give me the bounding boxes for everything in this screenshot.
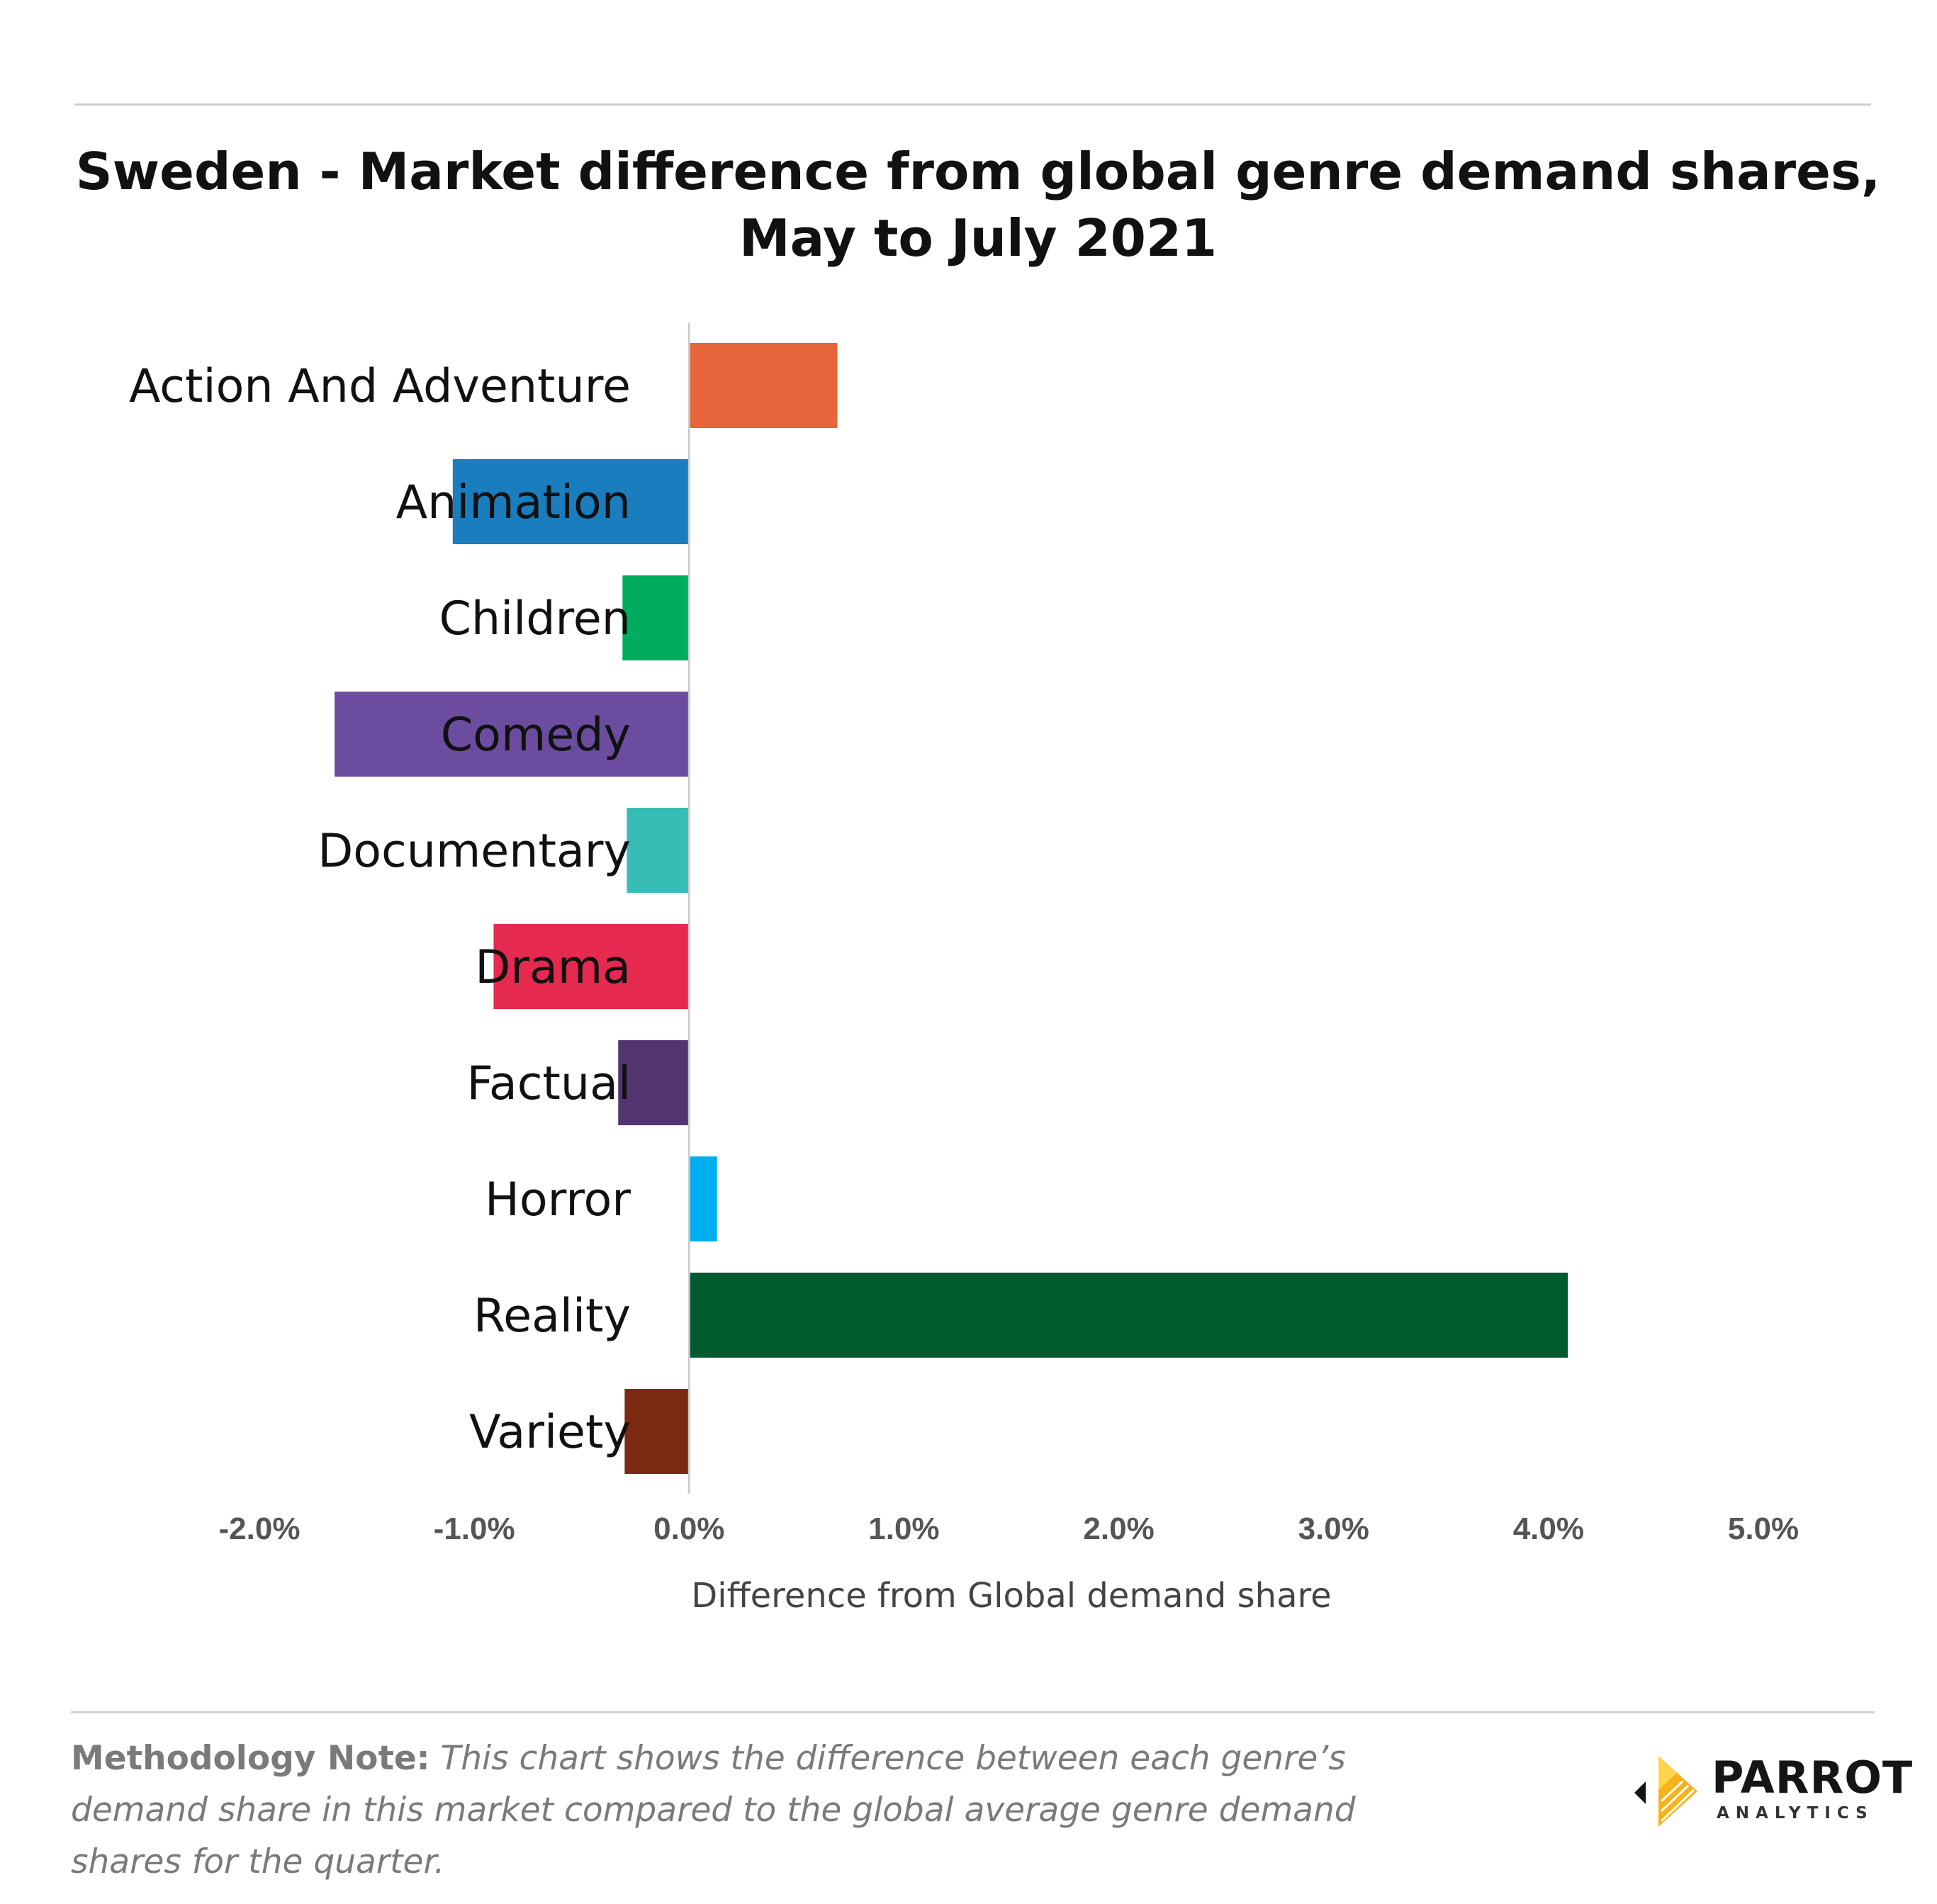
x-tick-labels: -2.0% -1.0% 0.0% 1.0% 2.0% 3.0% 4.0% 5.0% — [219, 1511, 1800, 1546]
bar-reality — [689, 1273, 1568, 1358]
parrot-logo-icon — [1634, 1756, 1697, 1827]
x-tick-label: -2.0% — [219, 1511, 301, 1546]
category-label-children: Children — [439, 592, 631, 646]
logo-sub-text: ANALYTICS — [1717, 1804, 1874, 1823]
bar-action-and-adventure — [689, 343, 838, 428]
category-labels: Action And Adventure Animation Children Com… — [129, 360, 631, 1459]
category-label-factual: Factual — [466, 1057, 631, 1110]
category-label-comedy: Comedy — [441, 709, 631, 762]
category-label-documentary: Documentary — [318, 825, 631, 878]
x-tick-label: 0.0% — [653, 1511, 724, 1546]
bar-factual — [618, 1040, 690, 1125]
bar-comedy — [335, 692, 690, 777]
x-tick-label: 4.0% — [1513, 1511, 1584, 1546]
x-tick-label: 1.0% — [868, 1511, 939, 1546]
category-label-horror: Horror — [485, 1173, 631, 1227]
logo-brand-text: PARROT — [1712, 1752, 1914, 1803]
x-tick-label: 5.0% — [1728, 1511, 1799, 1546]
bottom-divider — [71, 1711, 1875, 1713]
methodology-note-label: Methodology Note: — [71, 1739, 430, 1778]
category-label-variety: Variety — [469, 1406, 631, 1459]
category-label-reality: Reality — [473, 1290, 631, 1343]
x-tick-label: 3.0% — [1298, 1511, 1369, 1546]
x-axis-title: Difference from Global demand share — [691, 1576, 1331, 1616]
bar-chart: Action And Adventure Animation Children Com… — [129, 323, 1800, 1616]
bar-horror — [689, 1156, 717, 1241]
bar-documentary — [627, 808, 690, 893]
bar-variety — [624, 1389, 690, 1474]
bar-children — [622, 575, 690, 660]
category-label-animation: Animation — [396, 476, 631, 529]
x-tick-label: -1.0% — [434, 1511, 515, 1546]
category-label-action-and-adventure: Action And Adventure — [129, 360, 631, 413]
bar-animation — [452, 459, 690, 544]
x-tick-label: 2.0% — [1083, 1511, 1154, 1546]
methodology-note: Methodology Note: This chart shows the d… — [71, 1733, 1460, 1888]
methodology-note-text: This chart shows the difference between … — [71, 1739, 1356, 1881]
chart-title: Sweden - Market difference from global g… — [71, 138, 1885, 271]
chart-title-line2: May to July 2021 — [739, 208, 1218, 268]
category-label-drama: Drama — [475, 941, 631, 994]
bars-group — [335, 343, 1568, 1474]
bar-drama — [493, 924, 690, 1009]
chart-title-line1: Sweden - Market difference from global g… — [75, 142, 1881, 201]
top-divider — [74, 103, 1871, 106]
parrot-analytics-logo: PARROT ANALYTICS — [1630, 1750, 1912, 1835]
